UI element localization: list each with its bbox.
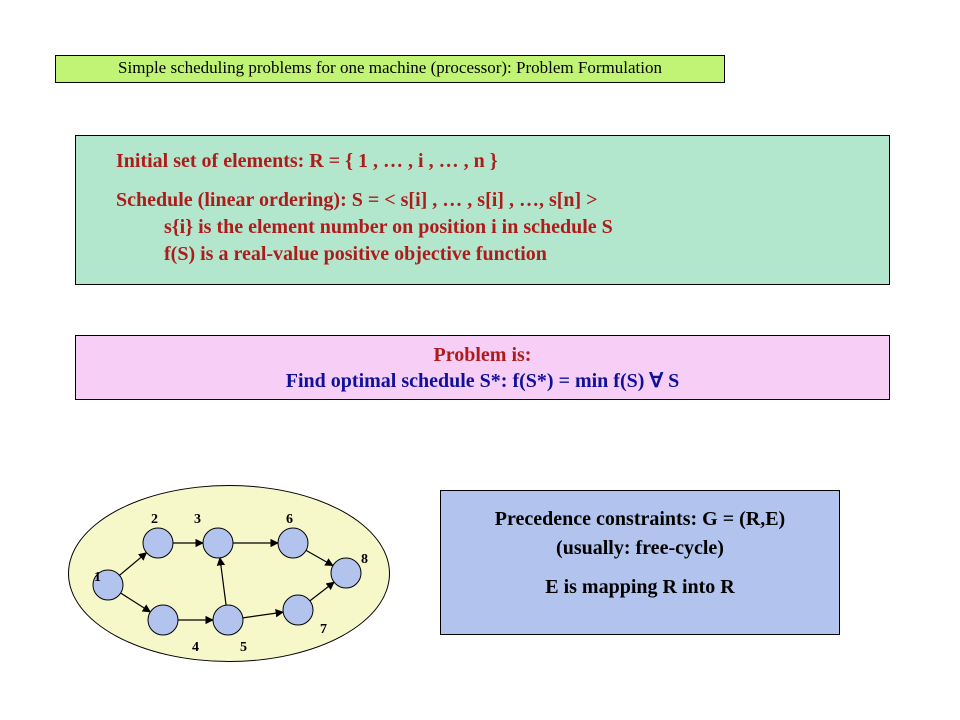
node-label-6: 6 [286, 512, 293, 527]
title-box: Simple scheduling problems for one machi… [55, 55, 725, 83]
problem-find: Find optimal schedule S*: f(S*) = min f(… [76, 368, 889, 394]
precedence-graph: 1 2 3 4 5 6 7 8 [68, 485, 388, 660]
precedence-line-1: Precedence constraints: G = (R,E) [441, 505, 839, 534]
node-label-7: 7 [320, 622, 327, 637]
edge-6-8 [306, 550, 333, 565]
node-7 [283, 595, 313, 625]
title-text: Simple scheduling problems for one machi… [118, 58, 662, 77]
node-8 [331, 558, 361, 588]
defs-line-3: s{i} is the element number on position i… [116, 214, 861, 241]
precedence-line-3: E is mapping R into R [441, 573, 839, 602]
node-label-8: 8 [361, 552, 368, 567]
defs-line-4: f(S) is a real-value positive objective … [116, 241, 861, 268]
defs-line-2: Schedule (linear ordering): S = < s[i] ,… [116, 187, 861, 214]
node-3 [203, 528, 233, 558]
node-label-3: 3 [194, 512, 201, 527]
precedence-box: Precedence constraints: G = (R,E) (usual… [440, 490, 840, 635]
definitions-box: Initial set of elements: R = { 1 , … , i… [75, 135, 890, 285]
problem-title: Problem is: [76, 342, 889, 368]
defs-line-1: Initial set of elements: R = { 1 , … , i… [116, 148, 861, 175]
problem-box: Problem is: Find optimal schedule S*: f(… [75, 335, 890, 400]
precedence-line-2: (usually: free-cycle) [441, 534, 839, 563]
node-6 [278, 528, 308, 558]
edge-5-3 [220, 558, 226, 605]
node-label-1: 1 [94, 570, 101, 585]
node-4 [148, 605, 178, 635]
edge-5-7 [243, 612, 283, 618]
edge-7-8 [310, 582, 334, 601]
edge-1-2 [119, 553, 146, 576]
edge-1-4 [121, 593, 151, 612]
node-5 [213, 605, 243, 635]
node-label-5: 5 [240, 640, 247, 655]
node-2 [143, 528, 173, 558]
node-label-2: 2 [151, 512, 158, 527]
node-label-4: 4 [192, 640, 199, 655]
